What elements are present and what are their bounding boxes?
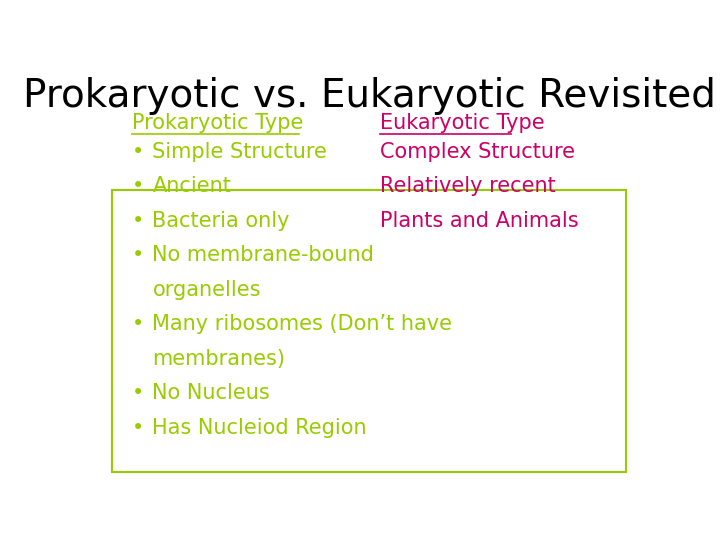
FancyBboxPatch shape: [112, 190, 626, 472]
Text: organelles: organelles: [153, 280, 261, 300]
Text: Plants and Animals: Plants and Animals: [380, 211, 579, 231]
Text: •: •: [132, 245, 144, 265]
Text: Many ribosomes (Don’t have: Many ribosomes (Don’t have: [153, 314, 452, 334]
Text: Simple Structure: Simple Structure: [153, 141, 328, 161]
Text: No Nucleus: No Nucleus: [153, 383, 270, 403]
Text: •: •: [132, 176, 144, 196]
Text: membranes): membranes): [153, 349, 286, 369]
Text: Bacteria only: Bacteria only: [153, 211, 290, 231]
Text: Prokaryotic Type: Prokaryotic Type: [132, 113, 303, 133]
Text: Ancient: Ancient: [153, 176, 231, 196]
Text: Complex Structure: Complex Structure: [380, 141, 575, 161]
Text: •: •: [132, 314, 144, 334]
Text: •: •: [132, 211, 144, 231]
Text: Relatively recent: Relatively recent: [380, 176, 556, 196]
Text: Has Nucleiod Region: Has Nucleiod Region: [153, 418, 367, 438]
Text: Prokaryotic vs. Eukaryotic Revisited: Prokaryotic vs. Eukaryotic Revisited: [22, 77, 716, 115]
Text: No membrane-bound: No membrane-bound: [153, 245, 374, 265]
Text: •: •: [132, 418, 144, 438]
Text: Eukaryotic Type: Eukaryotic Type: [380, 113, 545, 133]
Text: •: •: [132, 383, 144, 403]
Text: •: •: [132, 141, 144, 161]
